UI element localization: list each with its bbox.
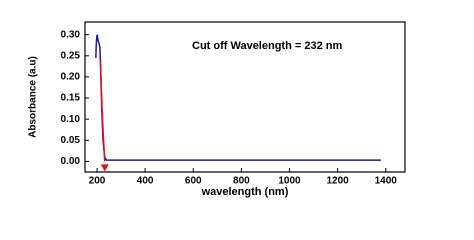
x-tick-label: 1400 (375, 176, 398, 187)
cutoff-arrow (100, 164, 109, 172)
y-tick-label: 0.10 (61, 114, 81, 125)
x-tick-label: 1000 (278, 176, 301, 187)
data-line (95, 34, 381, 161)
x-tick-label: 200 (89, 176, 106, 187)
plot-frame (84, 21, 406, 173)
annotation: Cut off Wavelength = 232 nm (192, 40, 342, 52)
data-line (99, 60, 106, 162)
x-tick-label: 800 (233, 176, 250, 187)
chart: Cut off Wavelength = 232 nm wavelength (… (28, 21, 406, 198)
x-tick-label: 600 (185, 176, 202, 187)
x-tick-label: 400 (137, 176, 154, 187)
y-tick-label: 0.30 (61, 29, 81, 40)
y-tick-label: 0.25 (61, 50, 81, 61)
y-axis-label: Absorbance (a.u) (28, 56, 39, 138)
y-tick-label: 0.05 (61, 135, 81, 146)
y-tick-label: 0.15 (61, 93, 81, 104)
x-axis-label: wavelength (nm) (201, 186, 289, 198)
x-tick-label: 1200 (327, 176, 350, 187)
y-tick-label: 0.00 (61, 156, 81, 167)
y-tick-label: 0.20 (61, 72, 81, 83)
